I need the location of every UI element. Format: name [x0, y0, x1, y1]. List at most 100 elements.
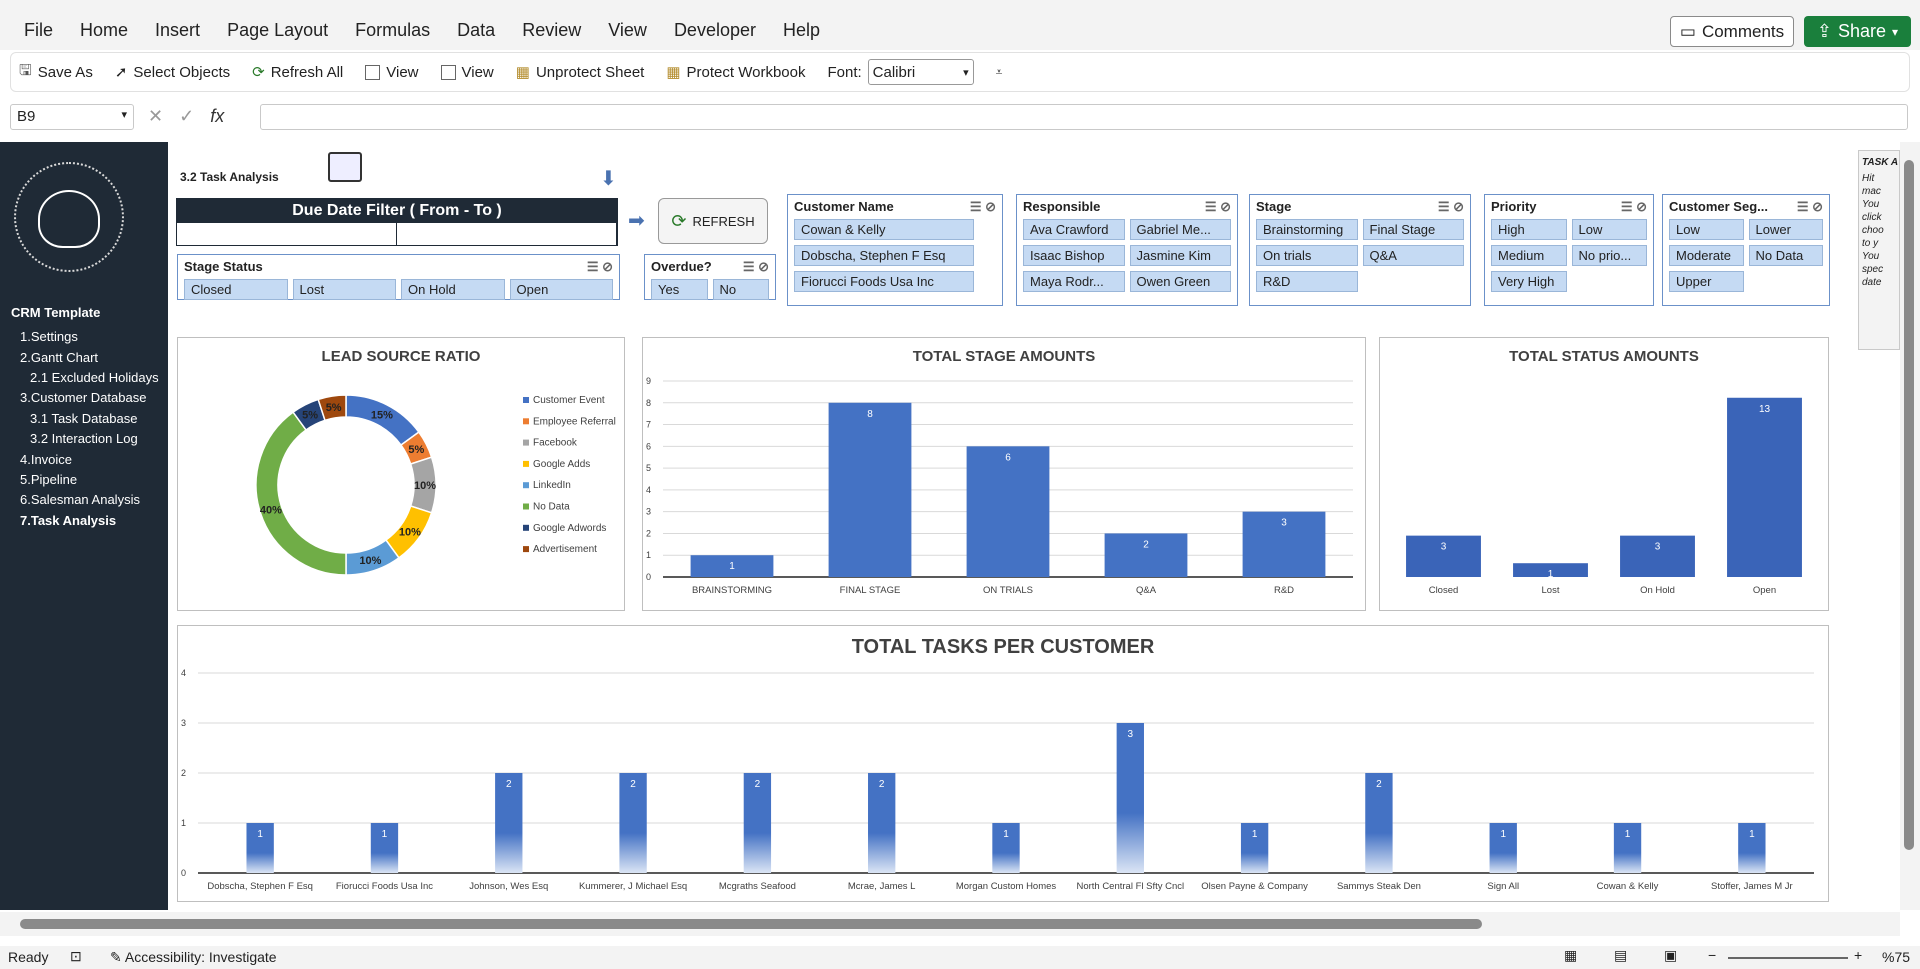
sidebar-item-5[interactable]: 3.1 Task Database	[30, 411, 138, 426]
macro-record-icon[interactable]: ⊡	[70, 948, 82, 964]
sidebar-item-4[interactable]: 3.Customer Database	[20, 390, 147, 405]
slicer-item[interactable]: Gabriel Me...	[1129, 219, 1231, 240]
slicer-item[interactable]: Very High	[1491, 271, 1567, 292]
name-box[interactable]: B9 ▾	[10, 104, 134, 130]
slicer-item[interactable]: Lower	[1748, 219, 1823, 240]
slicer-item[interactable]: Jasmine Kim	[1129, 245, 1231, 266]
font-select[interactable]: Calibri ▾	[867, 59, 974, 85]
clear-filter-icon[interactable]: ⊘	[1220, 199, 1231, 214]
zoom-out-icon[interactable]: −	[1708, 947, 1717, 963]
menu-data[interactable]: Data	[457, 20, 496, 40]
menu-review[interactable]: Review	[522, 20, 582, 40]
refresh-button[interactable]: ⟳ REFRESH	[658, 198, 768, 244]
status-amounts-chart[interactable]: TOTAL STATUS AMOUNTS 3 Closed 1 Lost 3 On Hol…	[1379, 337, 1829, 611]
slicer-item[interactable]: High	[1491, 219, 1567, 240]
multi-select-icon[interactable]: ☰	[969, 199, 986, 214]
clear-filter-icon[interactable]: ⊘	[602, 259, 613, 274]
save-as-button[interactable]: 🖫 Save As	[19, 60, 93, 85]
sidebar-item-3[interactable]: 2.1 Excluded Holidays	[30, 370, 159, 385]
slicer-item[interactable]: Lost	[292, 279, 396, 300]
tasks-per-customer-chart[interactable]: TOTAL TASKS PER CUSTOMER 0 1 2 3 4 1 Dobscha, …	[177, 625, 1829, 902]
date-to-cell[interactable]	[397, 223, 617, 245]
slicer-item[interactable]: Low	[1669, 219, 1744, 240]
slicer-item[interactable]: Low	[1571, 219, 1647, 240]
menu-home[interactable]: Home	[80, 20, 129, 40]
sidebar-item-7[interactable]: 4.Invoice	[20, 452, 73, 467]
clear-filter-icon[interactable]: ⊘	[1636, 199, 1647, 214]
sidebar-item-1[interactable]: 1.Settings	[20, 329, 78, 344]
enter-icon[interactable]: ✓	[179, 106, 195, 126]
slicer-item[interactable]: Yes	[651, 279, 708, 300]
slicer-item[interactable]: Upper	[1669, 271, 1744, 292]
slicer-item[interactable]: Ava Crawford	[1023, 219, 1125, 240]
zoom-level[interactable]: %75	[1882, 949, 1911, 965]
multi-select-icon[interactable]: ☰	[586, 259, 603, 274]
slicer-item[interactable]: No prio...	[1571, 245, 1647, 266]
date-from-cell[interactable]	[177, 223, 397, 245]
menu-help[interactable]: Help	[782, 20, 821, 40]
normal-view-icon[interactable]: ▦	[1564, 947, 1578, 963]
slicer-item[interactable]: No Data	[1748, 245, 1823, 266]
menu-insert[interactable]: Insert	[155, 20, 201, 40]
multi-select-icon[interactable]: ☰	[1437, 199, 1454, 214]
page-layout-icon[interactable]: ▤	[1614, 947, 1628, 963]
slicer-item[interactable]: Q&A	[1362, 245, 1464, 266]
toolbar-overflow-button[interactable]: ⩡	[996, 65, 1003, 80]
select-objects-button[interactable]: ➚ Select Objects	[114, 63, 231, 82]
unprotect-sheet-button[interactable]: ▦ Unprotect Sheet	[515, 63, 645, 82]
slicer-item[interactable]: Owen Green	[1129, 271, 1231, 292]
menu-page-layout[interactable]: Page Layout	[227, 20, 329, 40]
sidebar-item-10[interactable]: 7.Task Analysis	[20, 513, 117, 528]
multi-select-icon[interactable]: ☰	[1620, 199, 1637, 214]
multi-select-icon[interactable]: ☰	[1796, 199, 1813, 214]
clear-filter-icon[interactable]: ⊘	[985, 199, 996, 214]
slicer-item[interactable]: On trials	[1256, 245, 1358, 266]
scroll-thumb[interactable]	[1904, 160, 1914, 850]
accessibility-button[interactable]: ✎ Accessibility: Investigate	[110, 949, 277, 965]
slicer-item[interactable]: Moderate	[1669, 245, 1744, 266]
clear-filter-icon[interactable]: ⊘	[1812, 199, 1823, 214]
sidebar-item-9[interactable]: 6.Salesman Analysis	[20, 492, 140, 507]
zoom-in-icon[interactable]: +	[1854, 947, 1863, 963]
slicer-item[interactable]: Closed	[184, 279, 288, 300]
slicer-item[interactable]: Maya Rodr...	[1023, 271, 1125, 292]
fx-icon[interactable]: fx	[210, 106, 225, 126]
clear-filter-icon[interactable]: ⊘	[758, 259, 769, 274]
menu-developer[interactable]: Developer	[673, 20, 756, 40]
slicer-item[interactable]: On Hold	[401, 279, 505, 300]
slicer-item[interactable]: Cowan & Kelly	[794, 219, 974, 240]
slicer-item[interactable]: Brainstorming	[1256, 219, 1358, 240]
horizontal-scrollbar[interactable]	[0, 912, 1900, 936]
slicer-item[interactable]: Final Stage	[1362, 219, 1464, 240]
sidebar-item-6[interactable]: 3.2 Interaction Log	[30, 431, 138, 446]
slicer-item[interactable]: Medium	[1491, 245, 1567, 266]
menu-formulas[interactable]: Formulas	[355, 20, 431, 40]
refresh-all-button[interactable]: ⟳ Refresh All	[252, 63, 344, 82]
slicer-item[interactable]: Fiorucci Foods Usa Inc	[794, 271, 974, 292]
view-checkbox-1[interactable]: View	[365, 64, 419, 81]
menu-view[interactable]: View	[608, 20, 647, 40]
slicer-item[interactable]: Isaac Bishop	[1023, 245, 1125, 266]
stage-amounts-chart[interactable]: TOTAL STAGE AMOUNTS 0 1 2 3 4 5 6 7 8 9 1 BRAINSTOR…	[642, 337, 1366, 611]
comments-button[interactable]: ▭ Comments	[1670, 16, 1794, 47]
lead-source-chart[interactable]: LEAD SOURCE RATIO 15% 5% 10% 10% 10% 40% 5% 5% C…	[177, 337, 625, 611]
sidebar-item-2[interactable]: 2.Gantt Chart	[20, 350, 99, 365]
zoom-slider[interactable]	[1728, 957, 1848, 959]
view-checkbox-2[interactable]: View	[440, 64, 494, 81]
slicer-item[interactable]: No	[712, 279, 769, 300]
formula-input[interactable]	[260, 104, 1908, 130]
vertical-scrollbar[interactable]	[1900, 142, 1920, 910]
slicer-item[interactable]: Dobscha, Stephen F Esq	[794, 245, 974, 266]
scroll-thumb[interactable]	[20, 919, 1482, 929]
multi-select-icon[interactable]: ☰	[1204, 199, 1221, 214]
clear-filter-icon[interactable]: ⊘	[1453, 199, 1464, 214]
menu-file[interactable]: File	[24, 20, 54, 40]
protect-workbook-button[interactable]: ▦ Protect Workbook	[666, 63, 806, 82]
slicer-item[interactable]: R&D	[1256, 271, 1358, 292]
slicer-item[interactable]: Open	[509, 279, 613, 300]
page-break-icon[interactable]: ▣	[1664, 947, 1678, 963]
cancel-icon[interactable]: ✕	[148, 106, 164, 126]
share-button[interactable]: ⇪ Share ▾	[1804, 16, 1911, 47]
sidebar-item-8[interactable]: 5.Pipeline	[20, 472, 78, 487]
multi-select-icon[interactable]: ☰	[742, 259, 759, 274]
